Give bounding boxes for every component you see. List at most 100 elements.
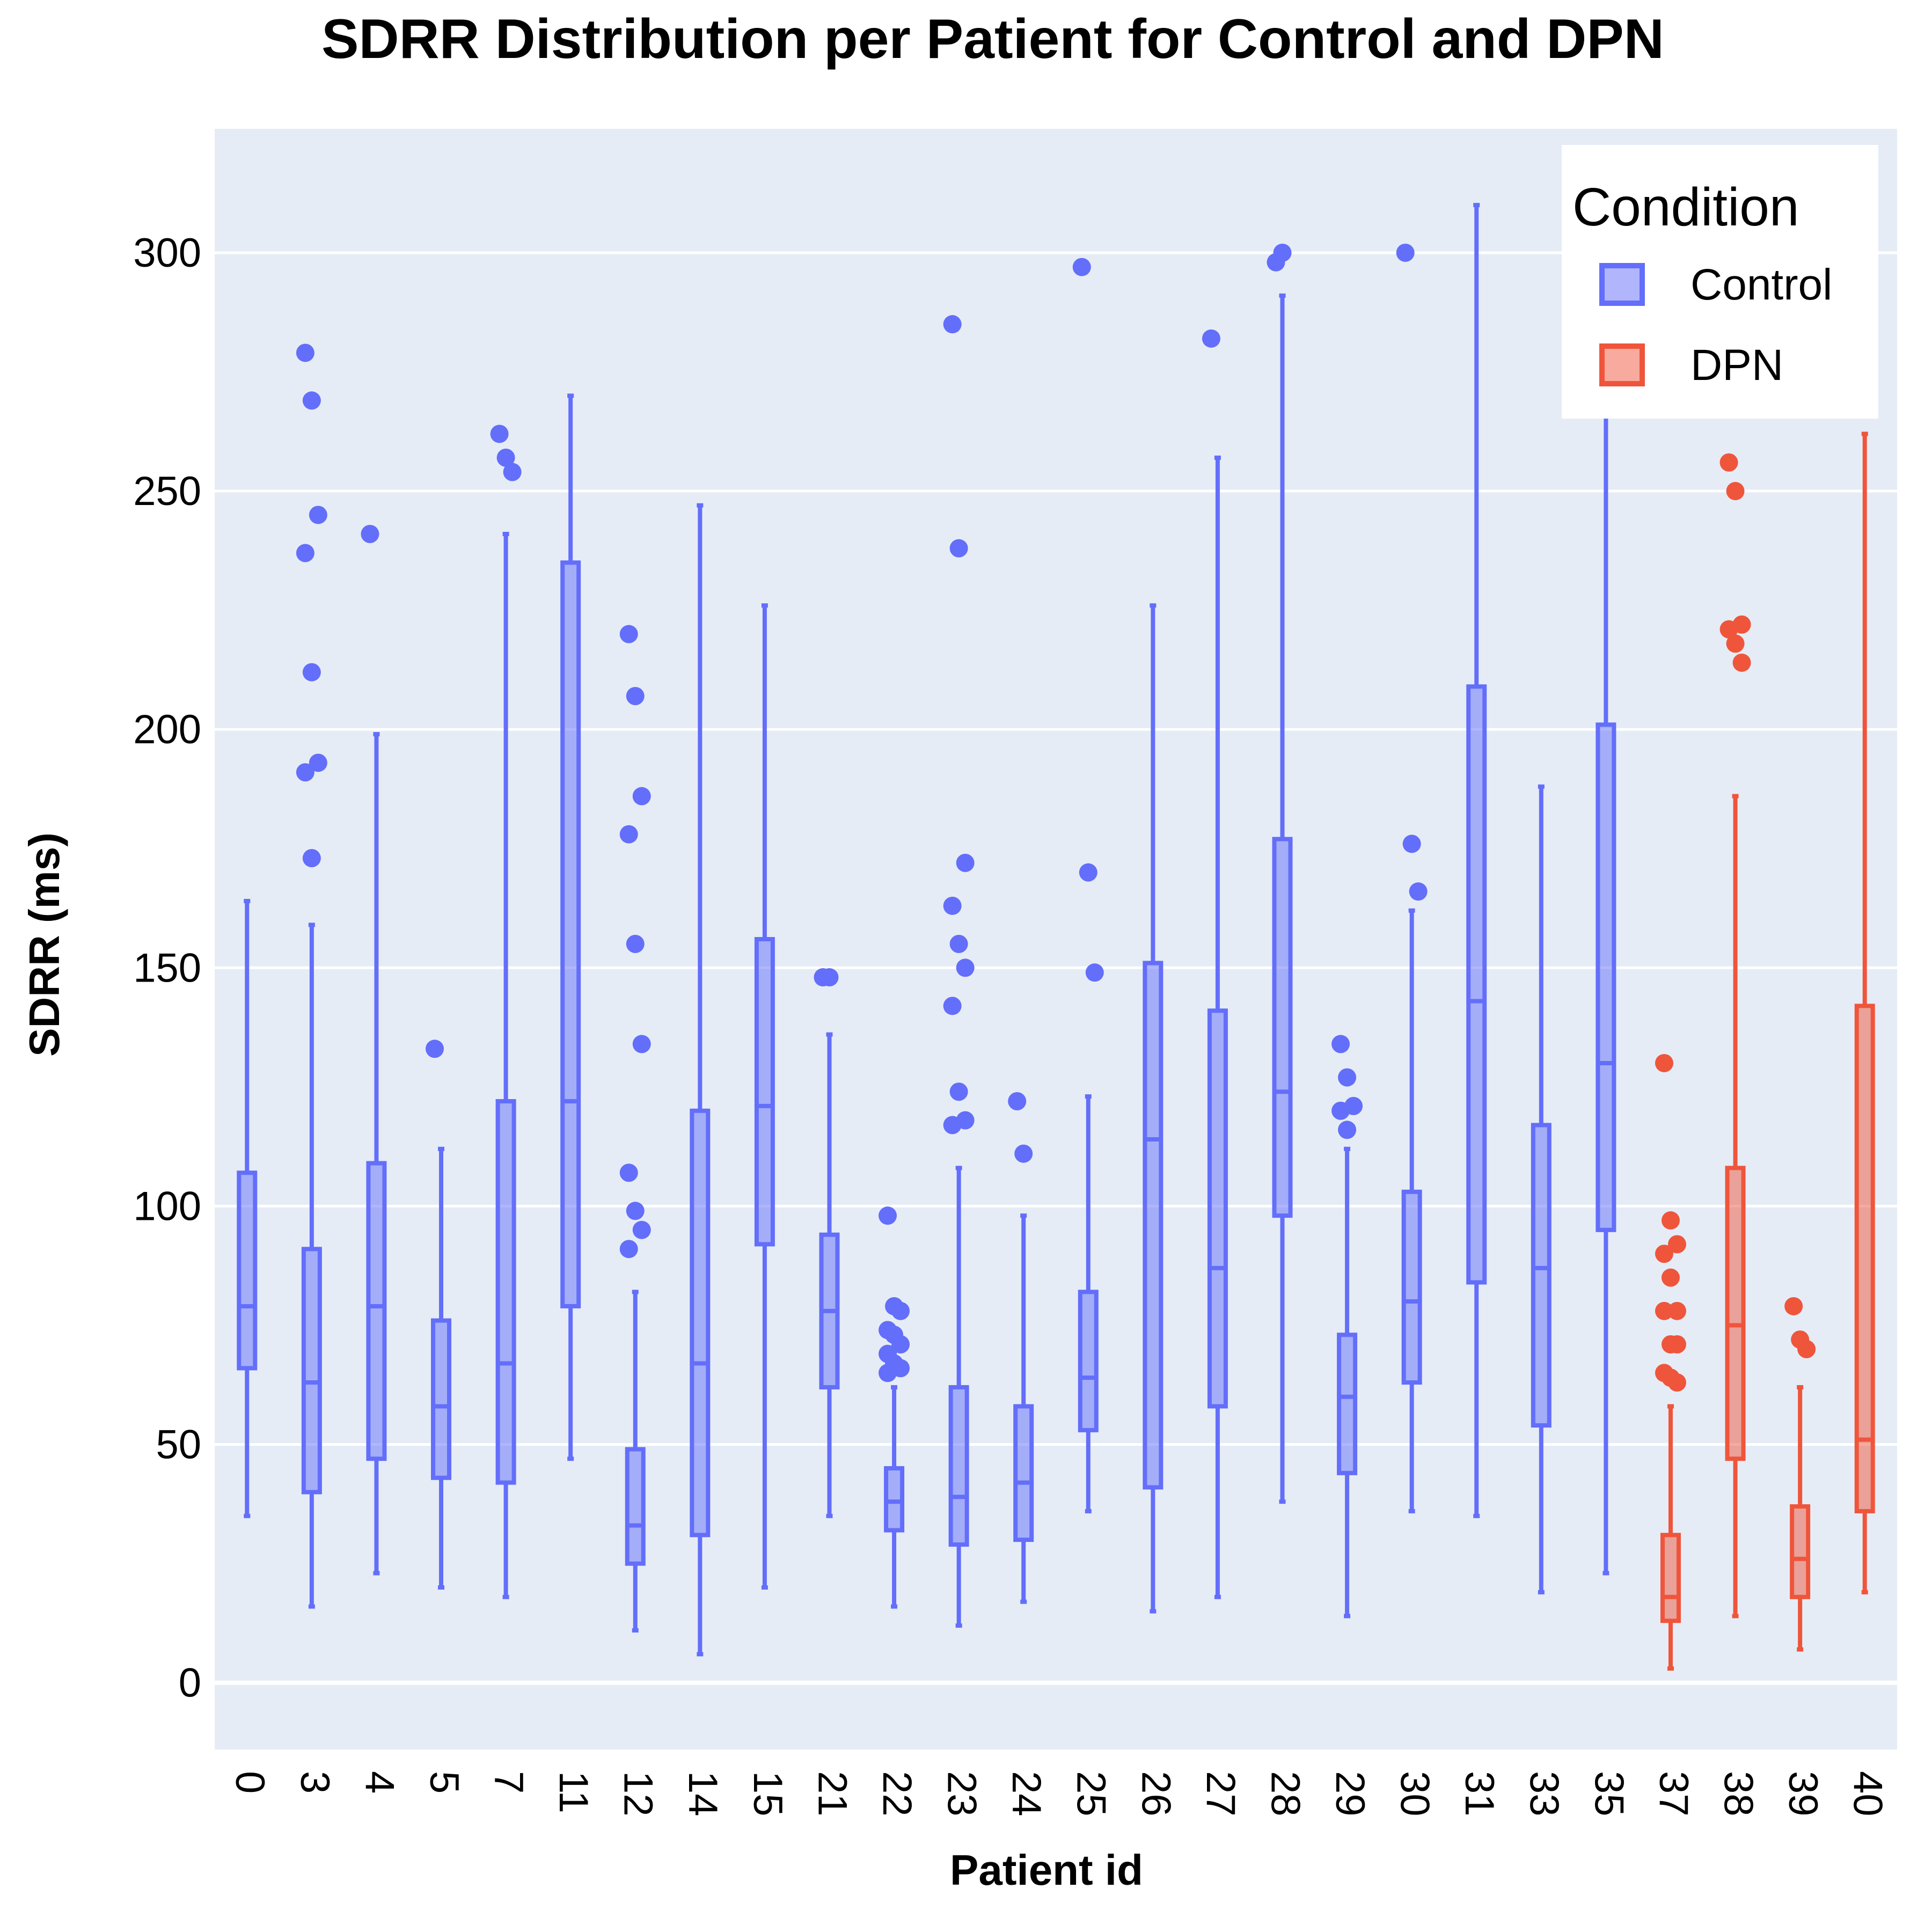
- outlier-point: [1732, 653, 1751, 672]
- outlier-point: [891, 1301, 910, 1320]
- outlier-point: [1661, 1268, 1680, 1287]
- outlier-point: [1655, 1301, 1673, 1320]
- x-tick-label: 4: [356, 1771, 402, 1794]
- outlier-point: [626, 934, 645, 953]
- outlier-point: [956, 853, 975, 872]
- x-tick-label: 28: [1262, 1771, 1308, 1817]
- y-tick-label: 150: [133, 945, 201, 991]
- box-patient-33: [1531, 784, 1552, 1594]
- outlier-point: [949, 1082, 968, 1101]
- box-patient-30: [1396, 243, 1428, 1513]
- outlier-point: [943, 1116, 962, 1135]
- outlier-point: [426, 1040, 444, 1058]
- outlier-point: [1655, 1053, 1673, 1072]
- outlier-point: [1331, 1035, 1350, 1053]
- y-tick-labels: 0 50 100 150 200 250 300: [133, 230, 201, 1706]
- outlier-point: [632, 1220, 651, 1239]
- x-tick-label: 0: [227, 1771, 273, 1794]
- x-tick-label: 25: [1069, 1771, 1114, 1817]
- outlier-point: [296, 343, 314, 362]
- outlier-point: [1014, 1144, 1033, 1163]
- x-tick-label: 24: [1004, 1771, 1049, 1817]
- outlier-point: [1667, 1235, 1686, 1254]
- outlier-point: [361, 525, 379, 543]
- box-iqr: [1854, 1004, 1875, 1513]
- outlier-point: [1726, 482, 1745, 501]
- outlier-point: [302, 391, 321, 410]
- outlier-point: [1202, 329, 1220, 348]
- box-patient-29: [1331, 1035, 1363, 1619]
- outlier-point: [496, 448, 515, 467]
- outlier-point: [309, 753, 327, 772]
- legend-title: Condition: [1572, 177, 1799, 237]
- outlier-point: [1667, 1301, 1686, 1320]
- box-patient-21: [814, 968, 840, 1518]
- box-iqr: [237, 1170, 258, 1371]
- outlier-point: [1331, 1101, 1350, 1120]
- outlier-point: [619, 825, 638, 844]
- x-tick-label: 31: [1457, 1771, 1502, 1817]
- outlier-point: [1085, 963, 1104, 982]
- outlier-point: [626, 687, 645, 705]
- x-tick-label: 29: [1327, 1771, 1373, 1817]
- x-tick-label: 30: [1392, 1771, 1438, 1817]
- x-tick-label: 40: [1845, 1771, 1891, 1817]
- legend: Condition Control DPN: [1562, 145, 1878, 419]
- y-tick-label: 300: [133, 230, 201, 276]
- box-iqr: [1660, 1533, 1681, 1623]
- outlier-point: [949, 934, 968, 953]
- x-tick-label: 21: [809, 1771, 855, 1817]
- box-iqr: [690, 1108, 711, 1538]
- box-iqr: [1466, 684, 1487, 1285]
- box-iqr: [495, 1099, 516, 1485]
- box-iqr: [948, 1385, 969, 1547]
- x-tick-label: 39: [1780, 1771, 1826, 1817]
- outlier-point: [296, 763, 314, 782]
- legend-label-dpn: DPN: [1690, 341, 1783, 390]
- box-patient-22: [879, 1206, 910, 1609]
- x-tick-label: 3: [292, 1771, 338, 1794]
- outlier-point: [302, 849, 321, 867]
- outlier-point: [1273, 243, 1292, 262]
- outlier-point: [503, 463, 522, 481]
- y-tick-label: 50: [156, 1422, 201, 1468]
- outlier-point: [309, 506, 327, 524]
- x-axis-title: Patient id: [950, 1846, 1143, 1894]
- legend-swatch-control: [1599, 263, 1645, 306]
- box-iqr: [1790, 1504, 1811, 1599]
- outlier-point: [1797, 1340, 1816, 1358]
- x-tick-label: 15: [745, 1771, 791, 1817]
- box-patient-28: [1267, 243, 1293, 1504]
- legend-swatch-dpn: [1599, 343, 1645, 386]
- box-patient-24: [1008, 1092, 1034, 1604]
- outlier-point: [943, 896, 962, 915]
- x-tick-label: 26: [1133, 1771, 1179, 1817]
- outlier-point: [891, 1335, 910, 1353]
- legend-label-control: Control: [1690, 260, 1832, 309]
- box-patient-38: [1719, 453, 1751, 1619]
- outlier-point: [1072, 258, 1091, 276]
- boxplots: [237, 203, 1875, 1671]
- outlier-point: [1719, 453, 1738, 472]
- x-tick-label: 11: [551, 1771, 596, 1813]
- box-iqr: [884, 1466, 905, 1533]
- outlier-point: [490, 425, 509, 443]
- box-patient-23: [943, 315, 975, 1628]
- outlier-point: [626, 1202, 645, 1220]
- outlier-point: [1402, 835, 1421, 853]
- box-patient-12: [619, 625, 651, 1633]
- outlier-point: [943, 315, 962, 334]
- box-iqr: [366, 1161, 387, 1461]
- outlier-point: [619, 1163, 638, 1182]
- outlier-point: [956, 958, 975, 977]
- box-patient-5: [426, 1040, 452, 1590]
- x-tick-label: 35: [1586, 1771, 1631, 1817]
- box-iqr: [1725, 1166, 1746, 1461]
- outlier-point: [820, 968, 839, 987]
- box-iqr: [1078, 1290, 1099, 1432]
- outlier-point: [1784, 1297, 1803, 1315]
- y-tick-label: 0: [179, 1660, 201, 1706]
- x-tick-label: 12: [616, 1771, 661, 1817]
- box-iqr: [1337, 1333, 1358, 1475]
